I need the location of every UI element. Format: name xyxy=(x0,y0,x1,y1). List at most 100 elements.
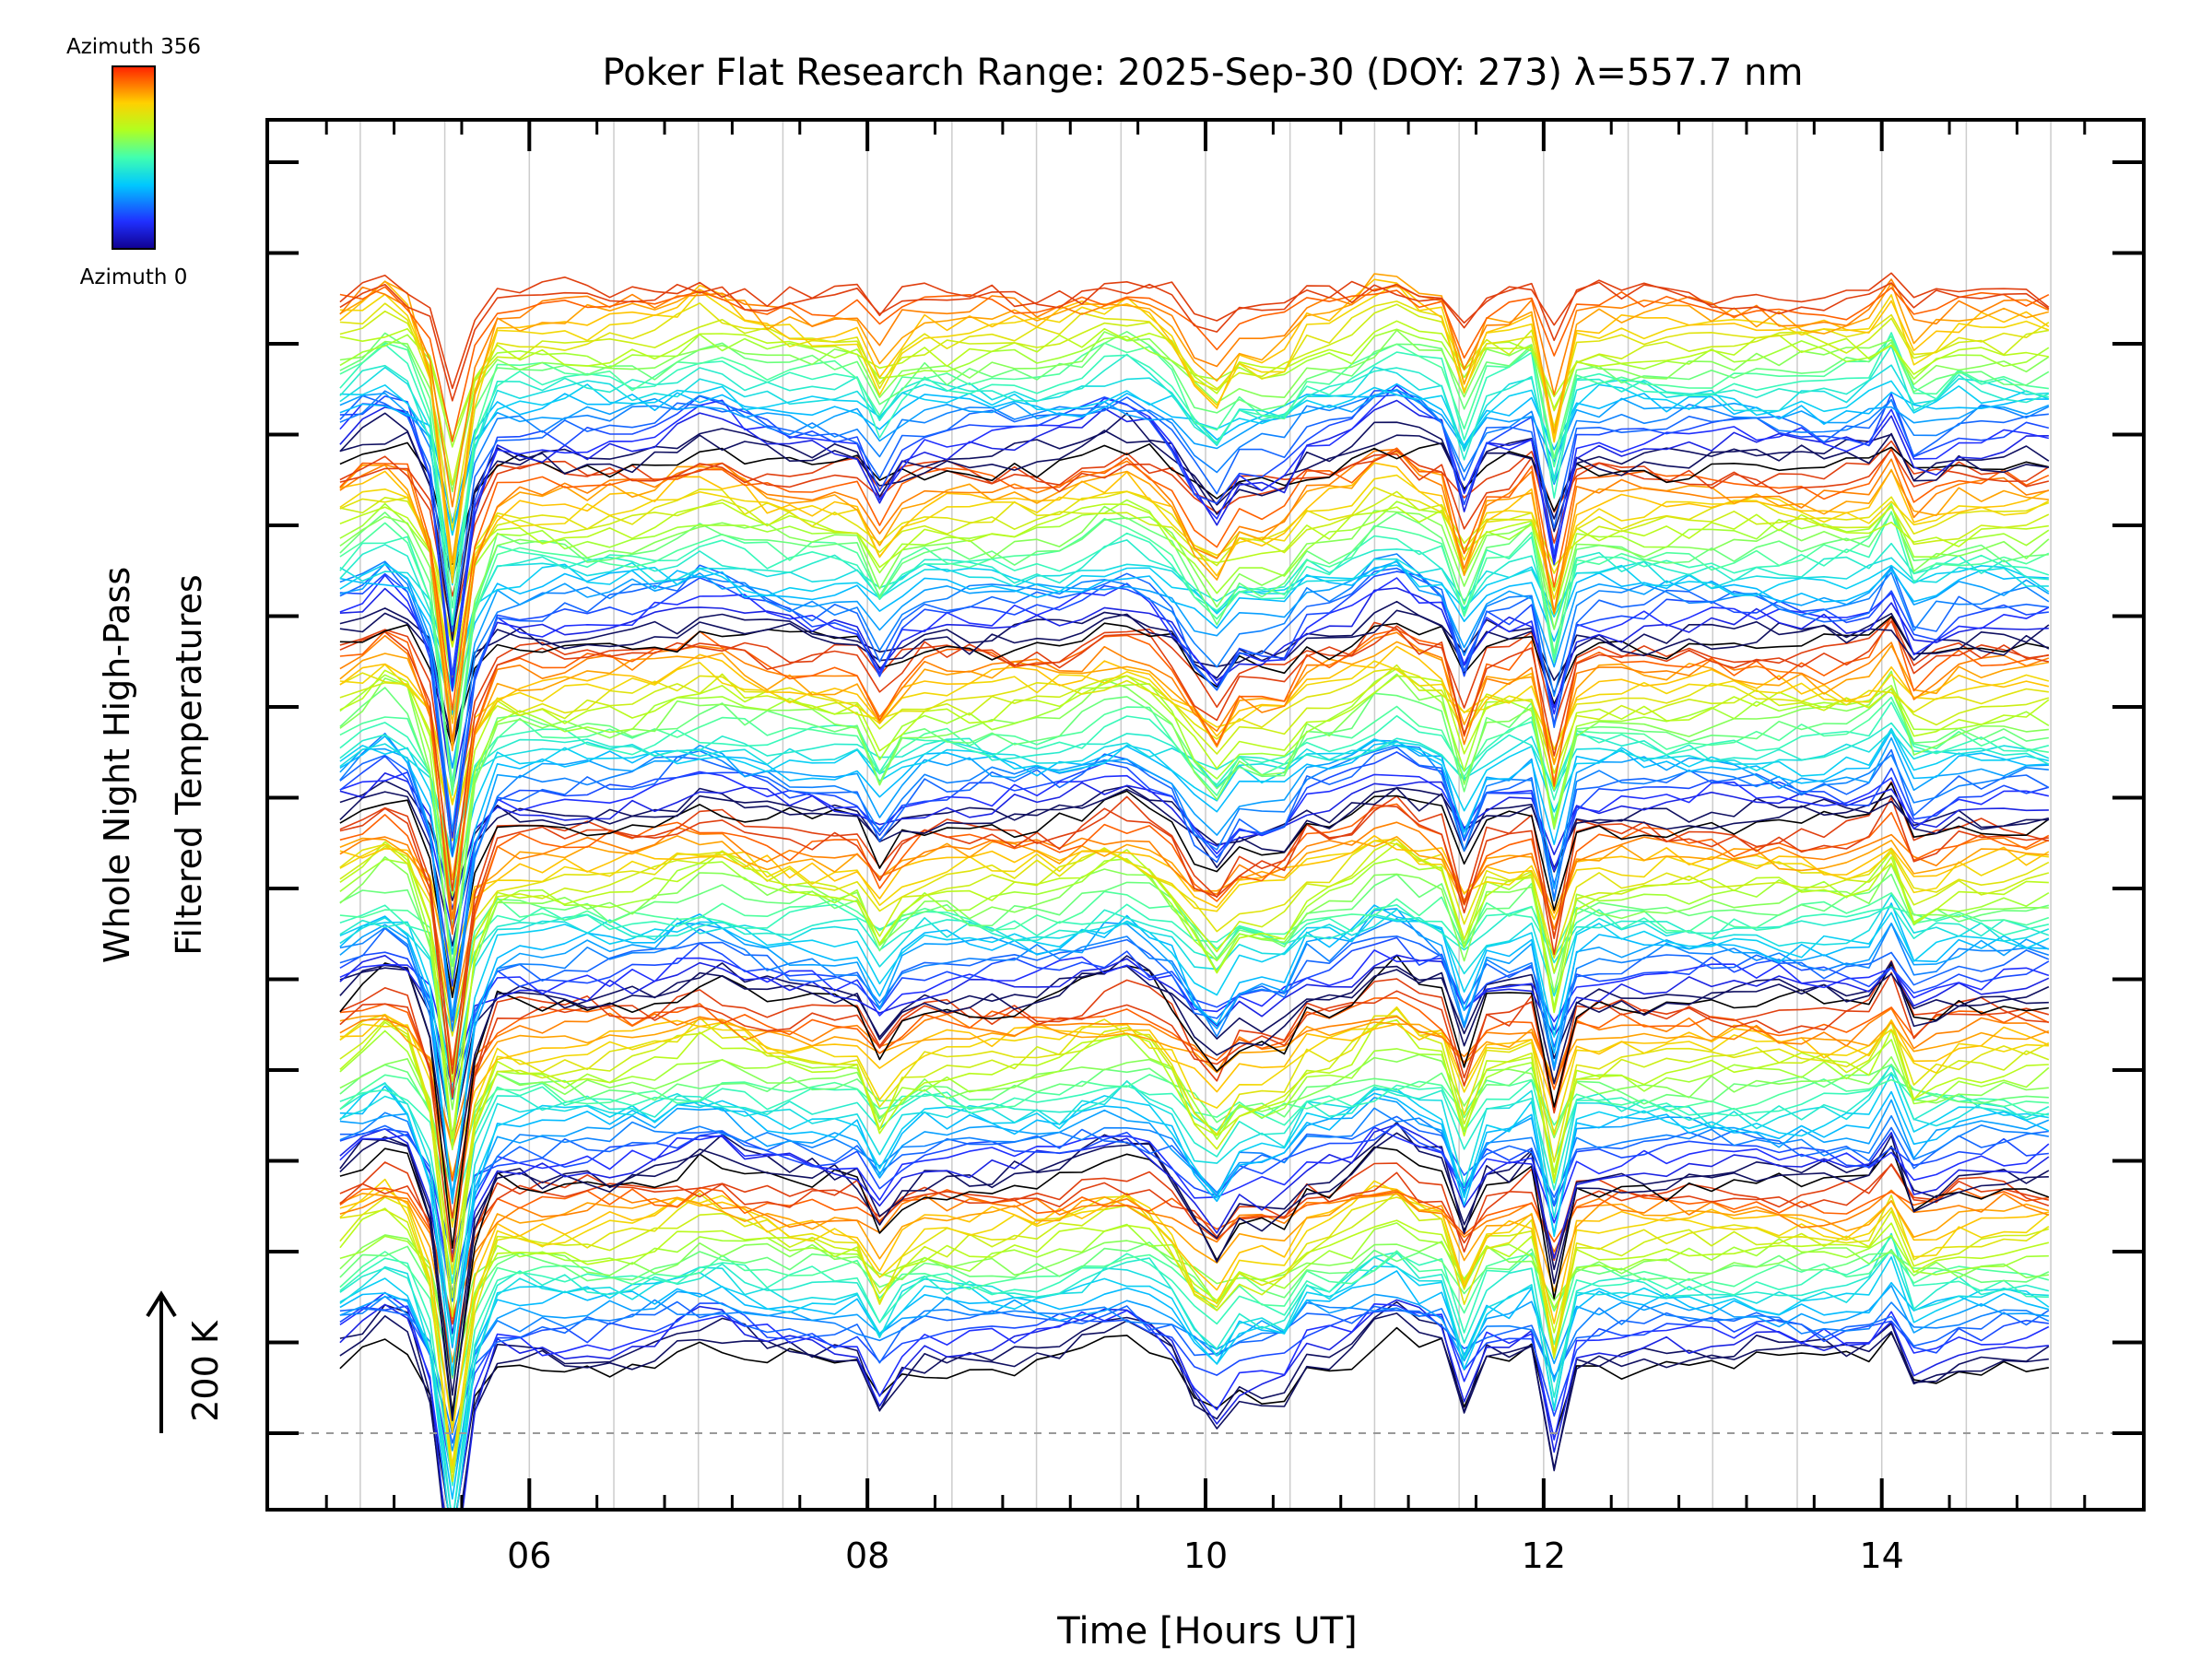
x-tick-label: 08 xyxy=(845,1535,889,1576)
series-line xyxy=(339,955,2049,1201)
series-line xyxy=(339,838,2050,1083)
series-line xyxy=(339,1064,2050,1345)
series-line xyxy=(339,447,2050,712)
series-line xyxy=(339,501,2050,648)
series-line xyxy=(339,1115,2050,1261)
series-line xyxy=(339,502,2050,747)
scale-label: 200 K xyxy=(185,1320,226,1422)
series-line xyxy=(339,1249,2050,1419)
series-line xyxy=(339,394,2049,632)
series-line xyxy=(339,286,2050,442)
series-line xyxy=(339,1249,2049,1510)
series-line xyxy=(339,701,2050,891)
series-line xyxy=(339,1030,2050,1273)
series-line xyxy=(339,574,2050,839)
series-line xyxy=(339,330,2050,563)
series-line xyxy=(339,1235,2049,1487)
series-line xyxy=(339,1222,2049,1374)
series-line xyxy=(339,904,2050,1036)
series-line xyxy=(339,736,2049,1018)
series-line xyxy=(339,539,2049,724)
series-line xyxy=(339,429,2050,582)
series-line xyxy=(339,1071,2050,1222)
y-axis-label-line1: Whole Night High-Pass xyxy=(97,567,137,963)
series-line xyxy=(339,787,2049,947)
series-line xyxy=(339,1291,2050,1510)
x-axis-label: Time [Hours UT] xyxy=(1056,1610,1357,1653)
x-tick-label: 12 xyxy=(1522,1535,1566,1576)
series-line xyxy=(339,1014,2050,1177)
series-line xyxy=(339,645,2050,841)
series-group xyxy=(339,272,2050,1510)
series-line xyxy=(339,751,2050,987)
series-line xyxy=(339,1295,2050,1436)
series-line xyxy=(339,571,2049,856)
series-line xyxy=(339,616,2050,748)
y-axis-label-line2: Filtered Temperatures xyxy=(169,574,209,955)
series-line xyxy=(339,1299,2049,1510)
series-line xyxy=(339,669,2050,897)
y-axis-label: Whole Night High-Pass Filtered Temperatu… xyxy=(97,567,209,963)
series-line xyxy=(339,834,2050,967)
series-line xyxy=(339,502,2050,796)
series-line xyxy=(339,1121,2050,1396)
series-line xyxy=(339,1232,2050,1510)
series-line xyxy=(339,281,2050,402)
series-line xyxy=(339,1241,2050,1379)
series-line xyxy=(339,782,2050,998)
series-line xyxy=(339,664,2050,833)
series-line xyxy=(339,490,2050,625)
series-line xyxy=(339,746,2050,1021)
scale-indicator: 200 K xyxy=(146,1290,226,1433)
series-line xyxy=(339,1189,2050,1324)
series-line xyxy=(339,1178,2050,1466)
series-line xyxy=(339,1006,2049,1229)
series-line xyxy=(339,389,2050,575)
x-tick-label: 06 xyxy=(507,1535,551,1576)
series-line xyxy=(339,1184,2050,1434)
series-line xyxy=(339,600,2050,748)
series-line xyxy=(339,278,2050,584)
series-line xyxy=(339,1007,2050,1145)
series-line xyxy=(339,855,2049,1111)
series-line xyxy=(339,1186,2050,1320)
series-line xyxy=(339,912,2050,1147)
series-line xyxy=(339,1164,2050,1325)
series-line xyxy=(339,641,2050,881)
series-line xyxy=(339,462,2050,724)
series-line xyxy=(339,796,2049,1099)
series-line xyxy=(339,949,2050,1075)
series-line xyxy=(339,609,2050,742)
series-line xyxy=(339,553,2050,832)
series-line xyxy=(339,1085,2050,1374)
series-line xyxy=(339,1065,2050,1284)
series-line xyxy=(339,893,2050,1090)
series-line xyxy=(339,1207,2050,1427)
series-line xyxy=(339,512,2049,792)
series-line xyxy=(339,1013,2050,1275)
series-line xyxy=(339,1097,2050,1348)
series-line xyxy=(339,278,2050,508)
series-line xyxy=(339,732,2049,1032)
series-line xyxy=(339,300,2050,531)
series-line xyxy=(339,835,2049,993)
series-line xyxy=(339,1193,2050,1483)
series-line xyxy=(339,1300,2050,1510)
series-line xyxy=(339,564,2049,715)
series-line xyxy=(339,696,2050,928)
series-line xyxy=(339,1326,2050,1510)
series-line xyxy=(339,971,2050,1219)
series-line xyxy=(339,486,2050,645)
series-line xyxy=(339,1064,2049,1194)
series-line xyxy=(339,841,2049,1139)
series-line xyxy=(339,303,2050,486)
series-line xyxy=(339,936,2050,1100)
x-tick-label: 14 xyxy=(1860,1535,1904,1576)
series-line xyxy=(339,1192,2050,1474)
series-line xyxy=(339,449,2050,636)
series-line xyxy=(339,499,2050,688)
series-line xyxy=(339,412,2050,641)
colorbar-gradient xyxy=(112,65,156,250)
colorbar-top-label: Azimuth 356 xyxy=(66,35,201,59)
